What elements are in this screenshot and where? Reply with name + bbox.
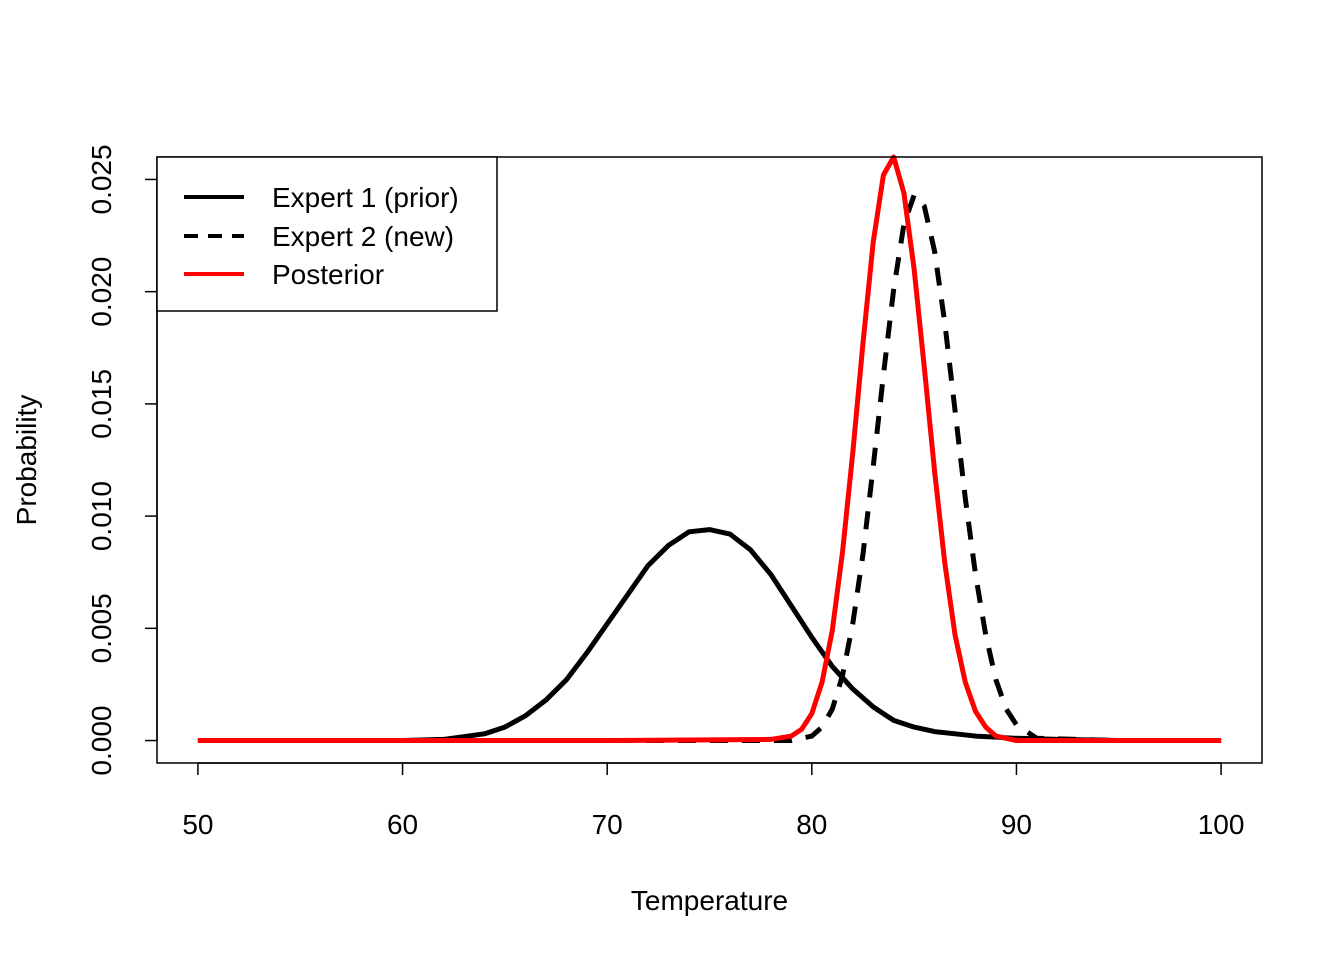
legend-label: Posterior	[272, 259, 384, 290]
y-tick-label: 0.025	[86, 144, 117, 214]
y-tick-label: 0.020	[86, 257, 117, 327]
series-line-2	[197, 192, 1222, 744]
x-tick-label: 70	[592, 809, 623, 840]
x-axis-label: Temperature	[631, 885, 788, 916]
y-tick-label: 0.005	[86, 593, 117, 663]
series-line-3	[197, 154, 1222, 744]
legend-label: Expert 1 (prior)	[272, 182, 459, 213]
x-tick-label: 80	[796, 809, 827, 840]
y-axis-label: Probability	[11, 395, 42, 526]
series-layer	[197, 154, 1222, 744]
legend: Expert 1 (prior) Expert 2 (new) Posterior	[156, 156, 498, 312]
legend-label: Expert 2 (new)	[272, 221, 454, 252]
x-tick-label: 50	[182, 809, 213, 840]
x-tick-label: 90	[1001, 809, 1032, 840]
series-line-1	[197, 527, 1222, 744]
x-tick-label: 60	[387, 809, 418, 840]
x-tick-label: 100	[1198, 809, 1245, 840]
y-tick-label: 0.015	[86, 369, 117, 439]
y-tick-label: 0.010	[86, 481, 117, 551]
y-tick-label: 0.000	[86, 706, 117, 776]
x-axis: 50 60 70 80 90 100	[182, 762, 1245, 840]
